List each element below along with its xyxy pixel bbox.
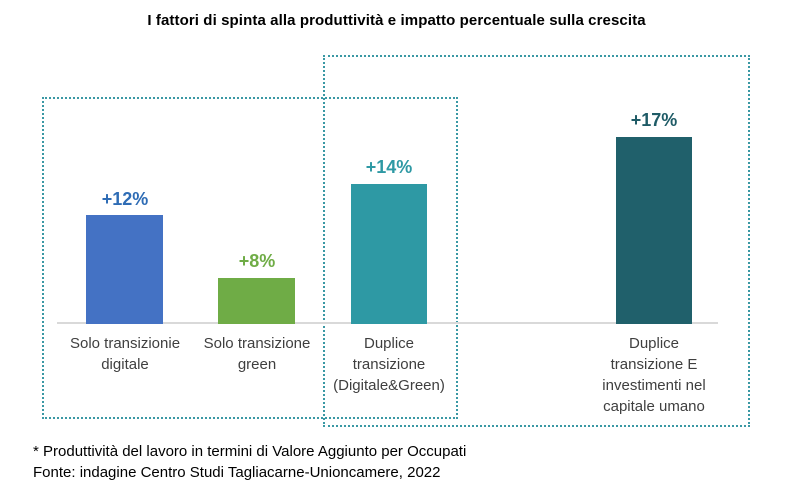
bar-duplice-transizione-capitale-umano <box>616 137 692 324</box>
category-label-line: Duplice <box>363 335 415 352</box>
category-label-line: Duplice <box>628 335 680 352</box>
bar-solo-transizione-green <box>218 278 295 324</box>
category-label-line: digitale <box>101 356 149 373</box>
bar-value-label-digitale: +12% <box>101 189 149 209</box>
footnotes: * Produttività del lavoro in termini di … <box>33 441 466 483</box>
bar-solo-transizione-digitale <box>86 215 163 324</box>
bar-value-label-duplice: +14% <box>365 157 413 177</box>
category-label-line: investimenti nel <box>602 377 706 394</box>
category-label-line: Solo transizionie <box>69 335 181 352</box>
group-box-single-transitions <box>42 97 458 419</box>
footnote-source: Fonte: indagine Centro Studi Tagliacarne… <box>33 464 441 481</box>
bar-value-label-duplice-capitale: +17% <box>630 110 678 130</box>
category-label-duplice-transizione-capitale-umano: Duplice transizione E investimenti nel c… <box>569 333 739 417</box>
bar-duplice-transizione <box>351 184 427 324</box>
category-label-line: capitale umano <box>603 398 705 415</box>
group-box-double-transition <box>323 55 750 427</box>
footnote-productivity-definition: * Produttività del lavoro in termini di … <box>33 443 467 460</box>
category-label-line: Solo transizione <box>203 335 311 352</box>
category-label-line: transizione E <box>610 356 698 373</box>
chart-title: I fattori di spinta alla produttività e … <box>147 12 646 29</box>
category-label-solo-transizione-green: Solo transizione green <box>177 333 337 375</box>
category-label-solo-transizione-digitale: Solo transizionie digitale <box>45 333 205 375</box>
category-label-duplice-transizione: Duplice transizione (Digitale&Green) <box>309 333 469 396</box>
category-label-line: transizione <box>352 356 426 373</box>
category-label-line: green <box>237 356 277 373</box>
category-label-line: (Digitale&Green) <box>333 377 445 394</box>
bar-value-label-green: +8% <box>238 251 276 271</box>
